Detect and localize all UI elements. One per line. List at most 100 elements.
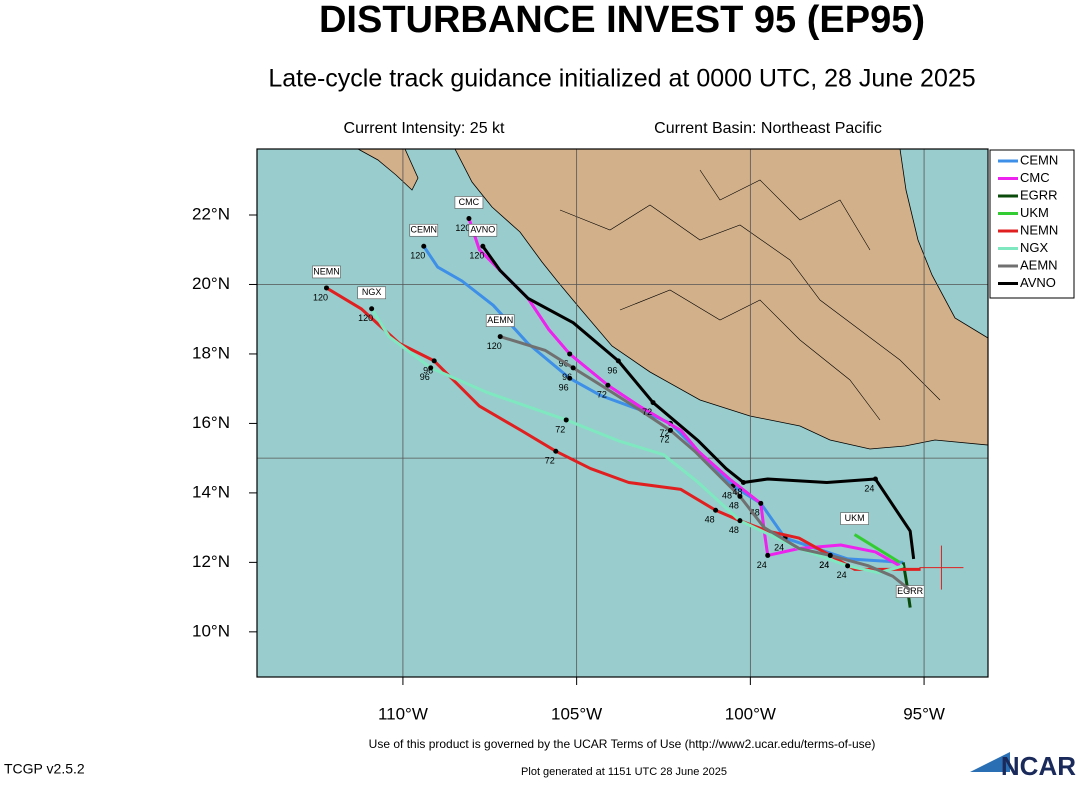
model-tag: NGX: [362, 287, 382, 297]
forecast-point: [737, 518, 743, 524]
border: [699, 169, 871, 251]
forecast-point: [563, 417, 569, 423]
frame: [256, 148, 989, 678]
hour-label: 24: [819, 560, 829, 570]
track-line: [499, 335, 912, 592]
y-tick-label: 18°N: [192, 343, 230, 362]
model-tag: AVNO: [470, 225, 495, 235]
hour-label: 96: [420, 372, 430, 382]
hour-label: 24: [819, 560, 829, 570]
forecast-point: [480, 243, 486, 249]
model-tag-box: [485, 314, 515, 327]
legend: [989, 149, 1075, 299]
hour-label: 72: [659, 435, 669, 445]
forecast-point: [567, 351, 573, 357]
legend-label: CMC: [1020, 170, 1050, 185]
forecast-point: [570, 365, 576, 371]
forecast-point: [713, 507, 719, 513]
hour-label: 24: [837, 570, 847, 580]
legend-label: AVNO: [1020, 275, 1056, 290]
y-tick-label: 14°N: [192, 482, 230, 501]
hour-label: 24: [757, 560, 767, 570]
legend-label: NEMN: [1020, 222, 1058, 237]
model-tag-box: [454, 196, 484, 209]
y-tick-label: 10°N: [192, 621, 230, 640]
forecast-point: [765, 552, 771, 558]
mexico: [454, 148, 989, 450]
hour-label: 72: [659, 428, 669, 438]
model-tag: AEMN: [487, 315, 513, 325]
border: [559, 204, 941, 401]
hour-label: 48: [729, 525, 739, 535]
basin: Current Basin: Northeast Pacific: [654, 120, 882, 137]
hour-label: 72: [642, 407, 652, 417]
hour-label: 96: [559, 383, 569, 393]
legend-label: CEMN: [1020, 152, 1058, 167]
legend-label: AEMN: [1020, 257, 1058, 272]
model-tag: UKM: [845, 513, 865, 523]
x-tick-label: 100°W: [725, 704, 776, 723]
forecast-point: [845, 563, 851, 569]
hour-label: 120: [487, 341, 502, 351]
forecast-point: [466, 215, 472, 221]
model-tag: CEMN: [411, 225, 438, 235]
hour-label: 120: [455, 223, 470, 233]
version: TCGP v2.5.2: [4, 761, 85, 777]
forecast-point: [323, 285, 329, 291]
forecast-point: [553, 448, 559, 454]
forecast-point: [431, 358, 437, 364]
hour-label: 48: [732, 487, 742, 497]
forecast-point: [872, 476, 878, 482]
hour-label: 96: [562, 372, 572, 382]
forecast-point: [740, 479, 746, 485]
hour-label: 24: [864, 483, 874, 493]
title: DISTURBANCE INVEST 95 (EP95): [319, 0, 925, 41]
hour-label: 24: [774, 542, 784, 552]
model-tag-box: [895, 585, 925, 598]
logo-mark: [970, 752, 1010, 772]
subtitle: Late-cycle track guidance initialized at…: [268, 65, 975, 93]
forecast-point: [758, 500, 764, 506]
hour-label: 120: [469, 251, 484, 261]
y-tick-label: 20°N: [192, 274, 230, 293]
model-tag-box: [357, 286, 386, 300]
model-tag-box: [840, 512, 869, 525]
model-tag: EGRR: [897, 586, 924, 596]
model-tag-box: [468, 223, 498, 237]
model-tag-box: [312, 265, 341, 279]
forecast-point: [737, 493, 743, 499]
terms: Use of this product is governed by the U…: [369, 737, 876, 751]
forecast-point: [650, 400, 656, 406]
hour-label: 48: [722, 490, 732, 500]
hour-label: 120: [358, 313, 373, 323]
forecast-point: [497, 334, 503, 340]
y-tick-label: 22°N: [192, 204, 230, 223]
x-tick-label: 110°W: [378, 704, 428, 723]
legend-label: NGX: [1020, 240, 1049, 255]
forecast-point: [667, 427, 673, 433]
forecast-point: [827, 552, 833, 558]
hour-label: 48: [729, 501, 739, 511]
legend-label: EGRR: [1020, 187, 1058, 202]
model-tag: CMC: [459, 197, 480, 207]
forecast-point: [428, 365, 434, 371]
track-line: [481, 245, 916, 560]
model-tag: NEMN: [313, 266, 340, 276]
forecast-point: [567, 375, 573, 381]
hour-label: 48: [750, 508, 760, 518]
x-tick-label: 95°W: [903, 704, 945, 723]
hour-label: 96: [607, 365, 617, 375]
model-tag-box: [409, 223, 439, 237]
forecast-point: [369, 306, 375, 312]
hour-label: 120: [313, 292, 328, 302]
track-line: [853, 533, 901, 564]
logo: NCAR: [1001, 751, 1076, 780]
hour-label: 72: [545, 456, 555, 466]
generated: Plot generated at 1151 UTC 28 June 2025: [521, 766, 727, 778]
border: [619, 289, 881, 421]
forecast-point: [615, 358, 621, 364]
hour-label: 96: [423, 365, 433, 375]
y-tick-label: 12°N: [192, 552, 230, 571]
hour-label: 120: [410, 251, 425, 261]
